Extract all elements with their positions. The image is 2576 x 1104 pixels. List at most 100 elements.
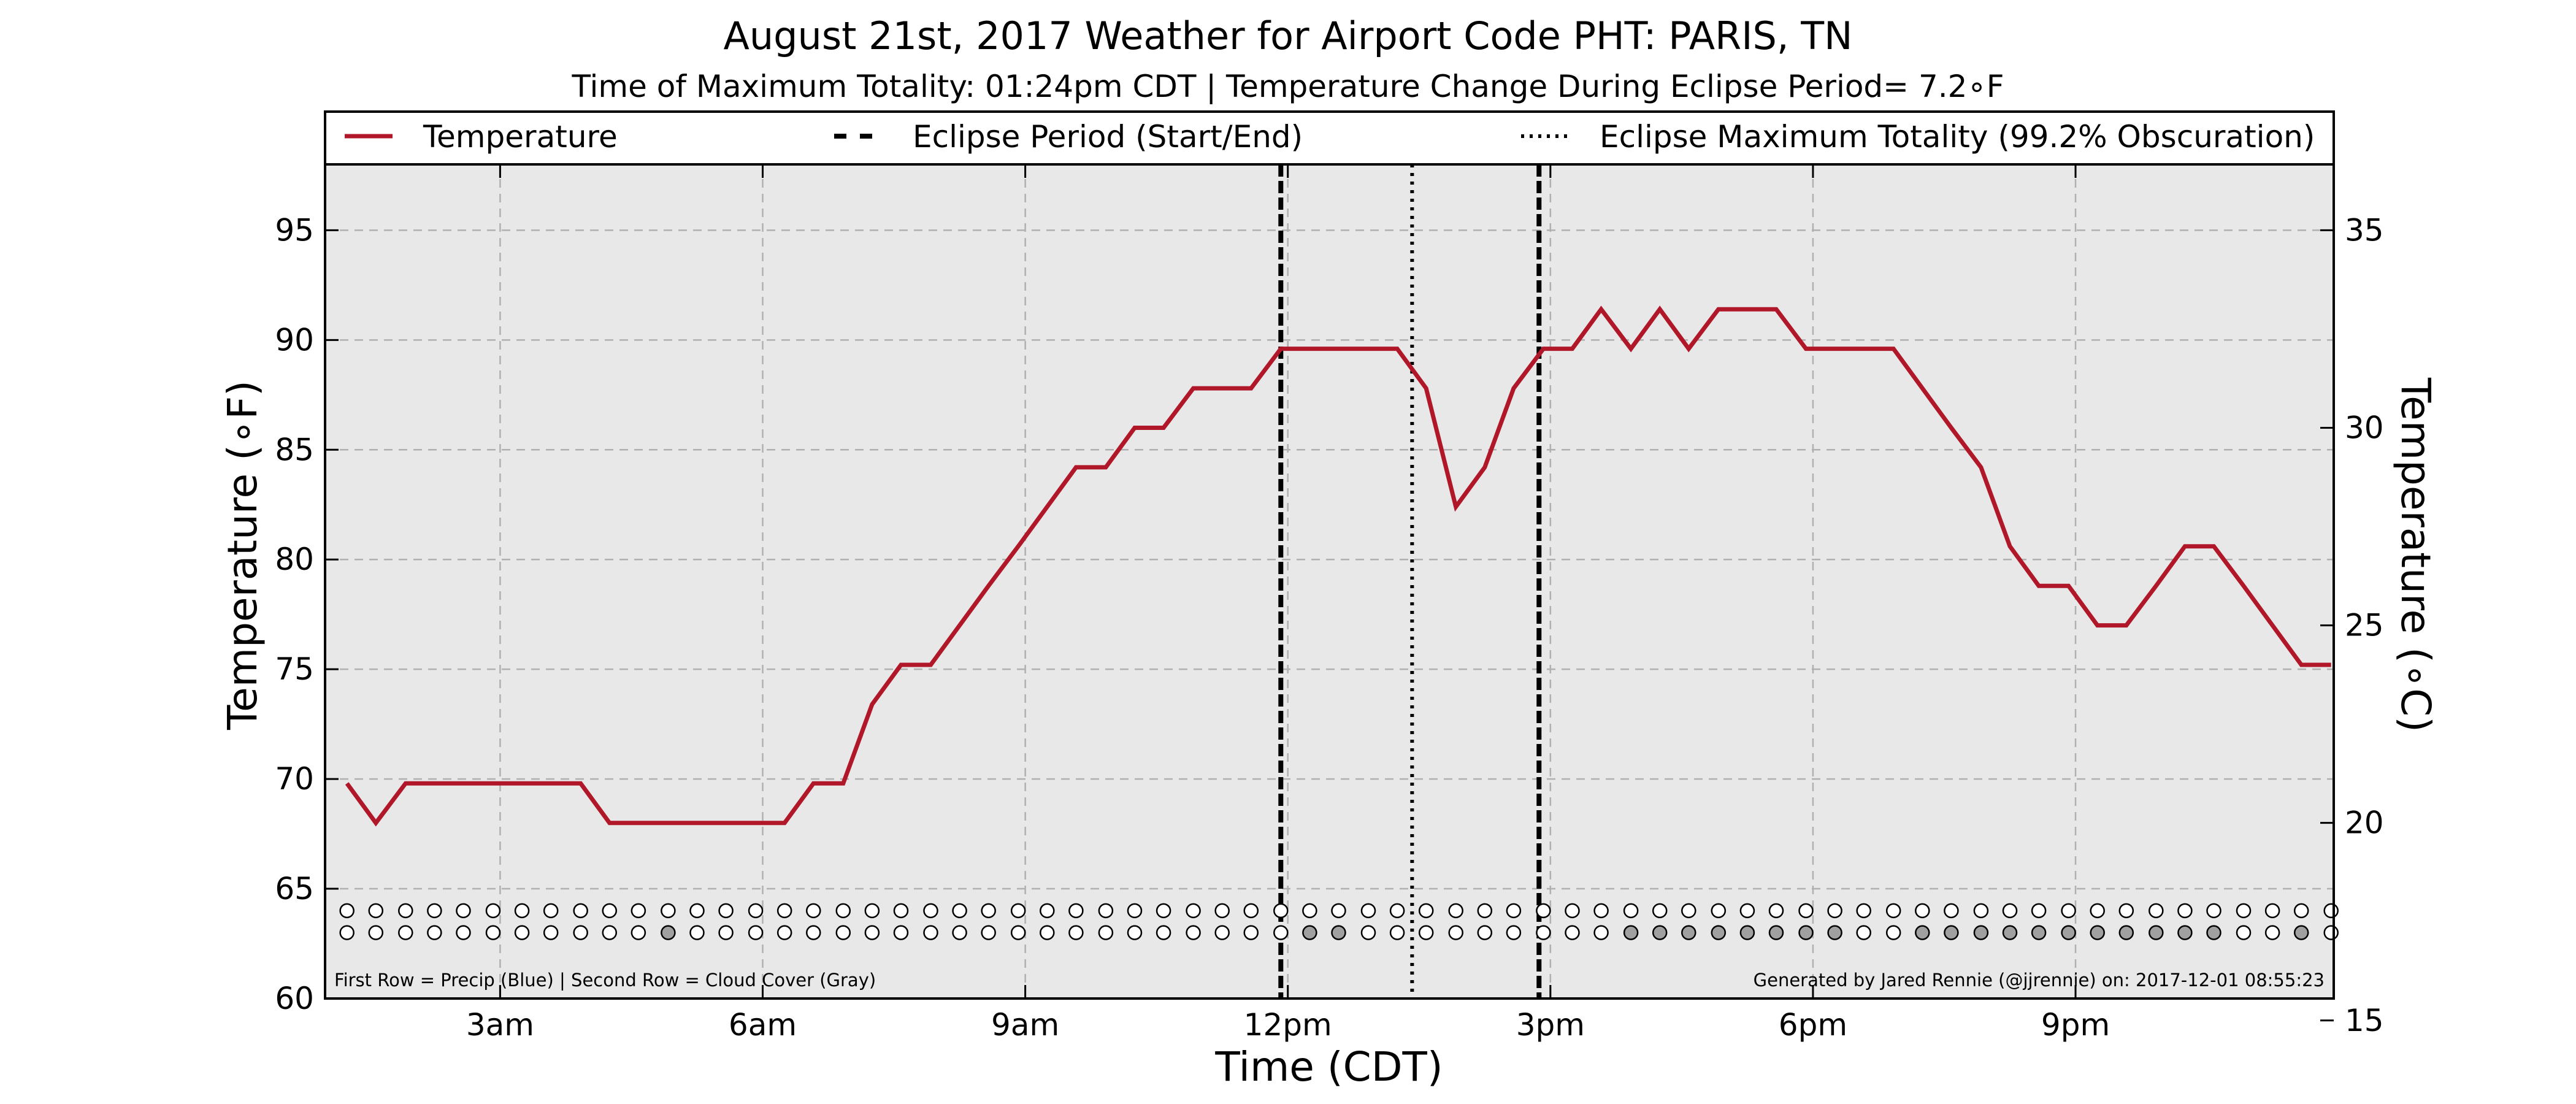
annotation-bottom-right: Generated by Jared Rennie (@jjrennie) on… bbox=[1754, 970, 2325, 991]
cloud-marker bbox=[602, 925, 618, 940]
cloud-marker bbox=[1739, 925, 1755, 940]
cloud-marker bbox=[427, 925, 442, 940]
cloud-marker bbox=[1214, 925, 1230, 940]
cloud-marker bbox=[1040, 925, 1055, 940]
cloud-marker bbox=[1885, 925, 1901, 940]
precip-marker bbox=[2323, 903, 2339, 919]
cloud-marker bbox=[1798, 925, 1814, 940]
cloud-marker bbox=[2236, 925, 2252, 940]
y-right-tick-label: 30 bbox=[2345, 410, 2384, 445]
cloud-marker bbox=[1186, 925, 1201, 940]
y-tick-label: 80 bbox=[275, 542, 314, 577]
temperature-line bbox=[345, 305, 2331, 827]
cloud-marker bbox=[368, 925, 384, 940]
y-right-tick-label: 35 bbox=[2345, 212, 2384, 248]
cloud-marker bbox=[2323, 925, 2339, 940]
precip-marker bbox=[514, 903, 530, 919]
precip-cloud-markers bbox=[339, 903, 2339, 940]
cloud-marker bbox=[661, 925, 676, 940]
cloud-marker bbox=[1010, 925, 1026, 940]
cloud-marker bbox=[2177, 925, 2193, 940]
cloud-marker bbox=[689, 925, 705, 940]
precip-marker bbox=[543, 903, 559, 919]
y-axis-left: 60 65 70 75 80 85 90 95 bbox=[275, 212, 339, 1016]
cloud-marker bbox=[456, 925, 471, 940]
precip-marker bbox=[835, 903, 851, 919]
cloud-marker bbox=[1068, 925, 1084, 940]
precip-marker bbox=[1360, 903, 1376, 919]
cloud-marker bbox=[1360, 925, 1376, 940]
y-axis-label-left: Temperature (∘F) bbox=[219, 380, 266, 730]
x-axis: 3am 6am 9am 12pm 3pm 6pm 9pm bbox=[466, 164, 2110, 1043]
precip-marker bbox=[1944, 903, 1959, 919]
y-tick-label: 95 bbox=[275, 212, 314, 248]
precip-marker bbox=[748, 903, 764, 919]
precip-marker bbox=[1856, 903, 1871, 919]
y-tick-label: 70 bbox=[275, 761, 314, 797]
precip-marker bbox=[368, 903, 384, 919]
cloud-marker bbox=[2118, 925, 2134, 940]
cloud-marker bbox=[1711, 925, 1727, 940]
precip-marker bbox=[1127, 903, 1143, 919]
precip-marker bbox=[1768, 903, 1784, 919]
cloud-marker bbox=[1302, 925, 1317, 940]
precip-marker bbox=[1477, 903, 1493, 919]
cloud-marker bbox=[339, 925, 355, 940]
series-layer bbox=[345, 305, 2331, 827]
cloud-marker bbox=[2002, 925, 2018, 940]
precip-marker bbox=[981, 903, 996, 919]
cloud-marker bbox=[1273, 925, 1289, 940]
precip-marker bbox=[893, 903, 909, 919]
precip-marker bbox=[1652, 903, 1668, 919]
cloud-marker bbox=[1681, 925, 1696, 940]
cloud-marker bbox=[2206, 925, 2221, 940]
precip-marker bbox=[1331, 903, 1346, 919]
cloud-marker bbox=[806, 925, 821, 940]
precip-marker bbox=[864, 903, 880, 919]
precip-marker bbox=[2293, 903, 2309, 919]
precip-marker bbox=[1885, 903, 1901, 919]
precip-marker bbox=[1681, 903, 1696, 919]
cloud-marker bbox=[1389, 925, 1405, 940]
cloud-marker bbox=[1856, 925, 1871, 940]
precip-marker bbox=[1739, 903, 1755, 919]
precip-marker bbox=[1506, 903, 1522, 919]
precip-marker bbox=[1068, 903, 1084, 919]
precip-marker bbox=[2090, 903, 2105, 919]
precip-marker bbox=[952, 903, 967, 919]
cloud-marker bbox=[1652, 925, 1668, 940]
precip-marker bbox=[1214, 903, 1230, 919]
y-right-tick-label: 20 bbox=[2345, 805, 2384, 841]
cloud-marker bbox=[1536, 925, 1551, 940]
legend: Temperature Eclipse Period (Start/End) E… bbox=[324, 110, 2335, 166]
precip-marker bbox=[1536, 903, 1551, 919]
x-tick-label: 6am bbox=[729, 1007, 797, 1043]
legend-label-temperature: Temperature bbox=[423, 119, 618, 155]
cloud-marker bbox=[1098, 925, 1114, 940]
cloud-marker bbox=[835, 925, 851, 940]
cloud-marker bbox=[864, 925, 880, 940]
cloud-marker bbox=[485, 925, 501, 940]
precip-marker bbox=[573, 903, 588, 919]
precip-marker bbox=[1623, 903, 1639, 919]
y-tick-label: 75 bbox=[275, 651, 314, 687]
precip-marker bbox=[1040, 903, 1055, 919]
precip-marker bbox=[1098, 903, 1114, 919]
precip-marker bbox=[2206, 903, 2221, 919]
cloud-marker bbox=[718, 925, 734, 940]
precip-marker bbox=[1302, 903, 1317, 919]
precip-marker bbox=[2264, 903, 2280, 919]
cloud-marker bbox=[1127, 925, 1143, 940]
grid-lines bbox=[325, 164, 2334, 1000]
precip-marker bbox=[661, 903, 676, 919]
cloud-marker bbox=[1973, 925, 1989, 940]
precip-marker bbox=[339, 903, 355, 919]
x-tick-label: 9am bbox=[991, 1007, 1059, 1043]
precip-marker bbox=[398, 903, 413, 919]
cloud-marker bbox=[2090, 925, 2105, 940]
precip-marker bbox=[1448, 903, 1463, 919]
cloud-marker bbox=[1827, 925, 1842, 940]
cloud-marker bbox=[1243, 925, 1259, 940]
chart-title: August 21st, 2017 Weather for Airport Co… bbox=[723, 13, 1852, 58]
cloud-marker bbox=[2061, 925, 2076, 940]
